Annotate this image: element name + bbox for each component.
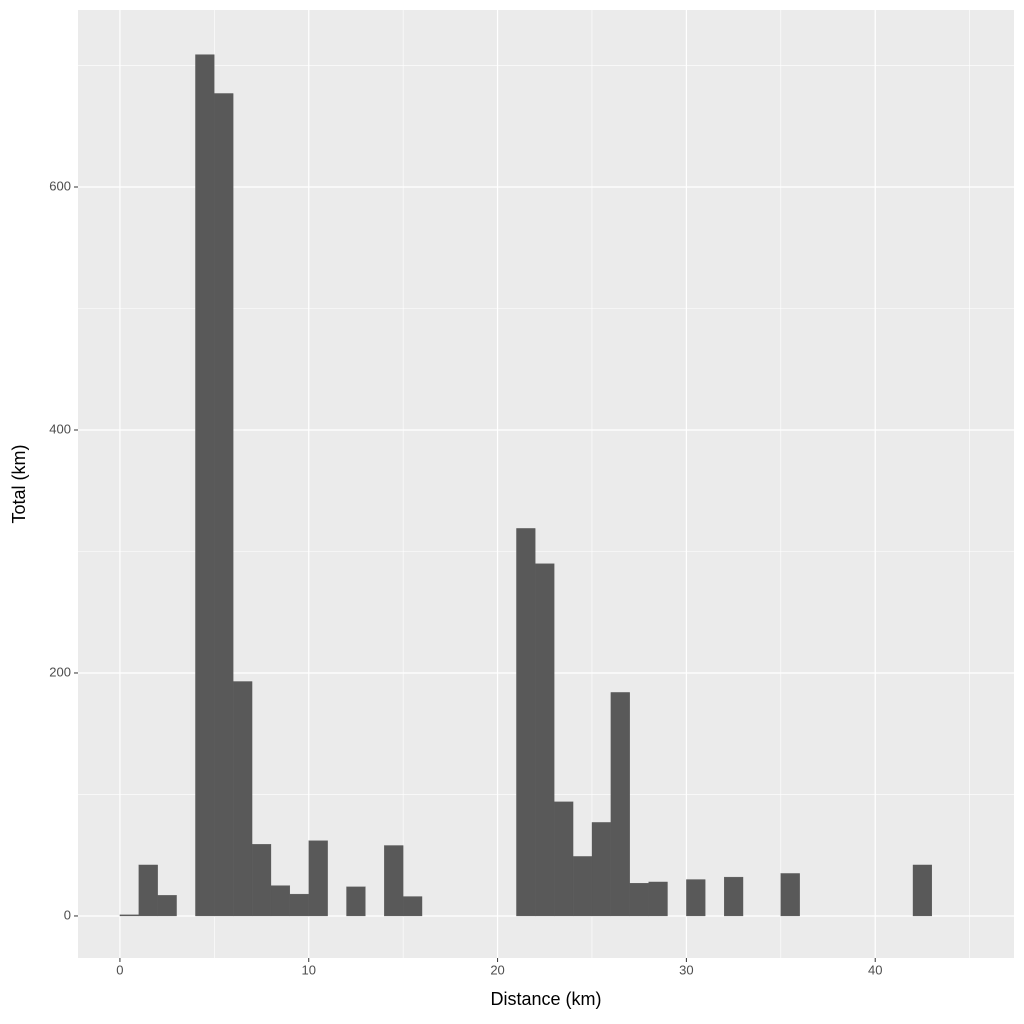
bar [346, 886, 366, 917]
bar [384, 845, 404, 917]
bar [572, 856, 593, 917]
y-tick-label: 600 [49, 178, 71, 193]
bar [648, 881, 668, 917]
bar [516, 528, 536, 917]
y-axis-title: Total (km) [9, 444, 29, 523]
bar [270, 885, 291, 917]
bar [157, 895, 177, 917]
bar [251, 844, 272, 917]
bar [308, 840, 328, 917]
bar [195, 54, 215, 917]
bar [119, 914, 139, 917]
bar [724, 876, 744, 917]
bar [629, 883, 649, 917]
bar [591, 822, 612, 917]
bar [610, 692, 630, 917]
bar [535, 563, 555, 917]
x-tick-label: 30 [679, 962, 693, 977]
x-tick-label: 20 [490, 962, 504, 977]
bar [686, 879, 706, 917]
y-tick-label: 200 [49, 664, 71, 679]
x-tick-label: 10 [302, 962, 316, 977]
x-tick-label: 0 [116, 962, 123, 977]
bar [233, 681, 253, 917]
bar [289, 893, 309, 917]
bar [138, 864, 158, 917]
bar [554, 801, 574, 917]
x-tick-label: 40 [868, 962, 882, 977]
y-tick-label: 0 [64, 907, 71, 922]
bar [912, 864, 933, 917]
bar [780, 873, 800, 917]
y-tick-label: 400 [49, 421, 71, 436]
x-axis-title: Distance (km) [490, 989, 601, 1009]
bar [214, 93, 234, 917]
bar [403, 896, 423, 917]
